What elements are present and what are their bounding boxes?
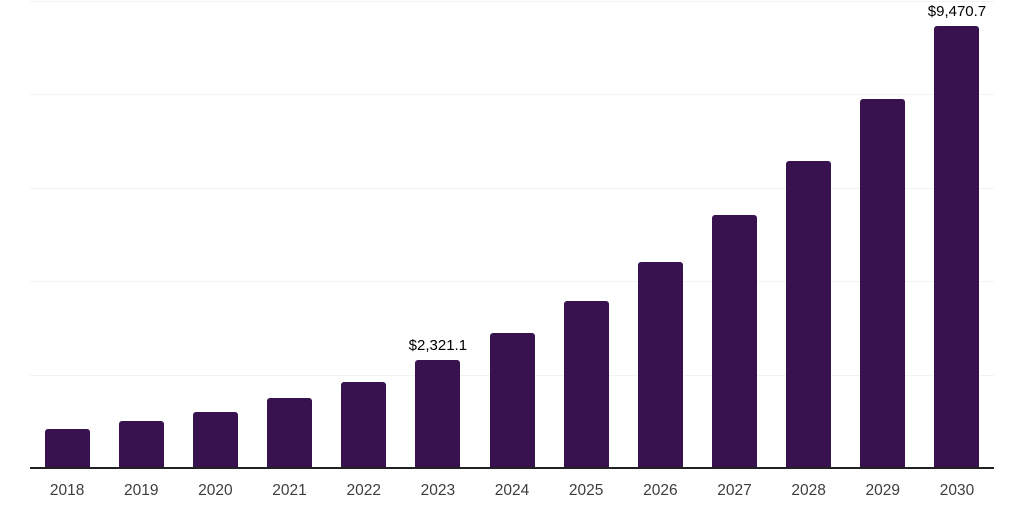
x-tick-2019: 2019 <box>123 482 159 499</box>
bar-2021 <box>267 398 313 468</box>
bar-slot-2025 <box>549 1 623 468</box>
x-axis: 2018 2019 2020 2021 2022 2023 2024 2025 2026 2027… <box>30 482 994 506</box>
gridline-4000 <box>30 281 994 283</box>
bar-2026 <box>637 262 683 468</box>
x-tick-2020: 2020 <box>198 482 233 499</box>
bar-slot-2027 <box>697 1 771 468</box>
gridline-10000 <box>30 1 994 2</box>
plot-area: $2,321.1 $9,470.7 <box>30 1 994 468</box>
x-tick-2025: 2025 <box>568 482 604 499</box>
x-tick-2028: 2028 <box>791 482 826 499</box>
bar-2024 <box>489 333 535 468</box>
bar-slot-2019 <box>104 1 178 468</box>
bar-slot-2030: $9,470.7 <box>920 1 994 468</box>
bars: $2,321.1 $9,470.7 <box>30 1 994 468</box>
bar-2019 <box>118 421 164 468</box>
data-label-2023: $2,321.1 <box>408 336 468 354</box>
x-tick-2027: 2027 <box>717 482 752 499</box>
bar-2022 <box>341 381 387 468</box>
x-tick-2029: 2029 <box>865 482 901 499</box>
x-tick-2018: 2018 <box>49 482 85 499</box>
bar-slot-2024 <box>475 1 549 468</box>
bar-slot-2023: $2,321.1 <box>401 1 475 468</box>
gridline-6000 <box>30 187 994 189</box>
x-tick-2023: 2023 <box>420 482 456 499</box>
bar-2027 <box>711 214 757 468</box>
bar-2020 <box>192 411 238 468</box>
bar-slot-2029 <box>846 1 920 468</box>
gridline-8000 <box>30 94 994 96</box>
bar-slot-2022 <box>327 1 401 468</box>
x-tick-2026: 2026 <box>643 482 678 499</box>
bar-slot-2018 <box>30 1 104 468</box>
x-tick-2024: 2024 <box>494 482 530 499</box>
x-tick-2022: 2022 <box>346 482 381 499</box>
bar-2025 <box>563 301 609 468</box>
bar-slot-2021 <box>252 1 326 468</box>
x-tick-2021: 2021 <box>272 482 307 499</box>
bar-slot-2028 <box>772 1 846 468</box>
data-label-2030: $9,470.7 <box>927 2 987 20</box>
bar-2029 <box>860 98 906 468</box>
bar-2018 <box>44 429 90 468</box>
x-tick-2030: 2030 <box>939 482 975 499</box>
bar-2023 <box>415 359 461 468</box>
bar-2030 <box>934 25 980 468</box>
bar-slot-2026 <box>623 1 697 468</box>
bar-2028 <box>786 160 832 468</box>
bar-slot-2020 <box>178 1 252 468</box>
x-axis-line <box>30 467 994 469</box>
